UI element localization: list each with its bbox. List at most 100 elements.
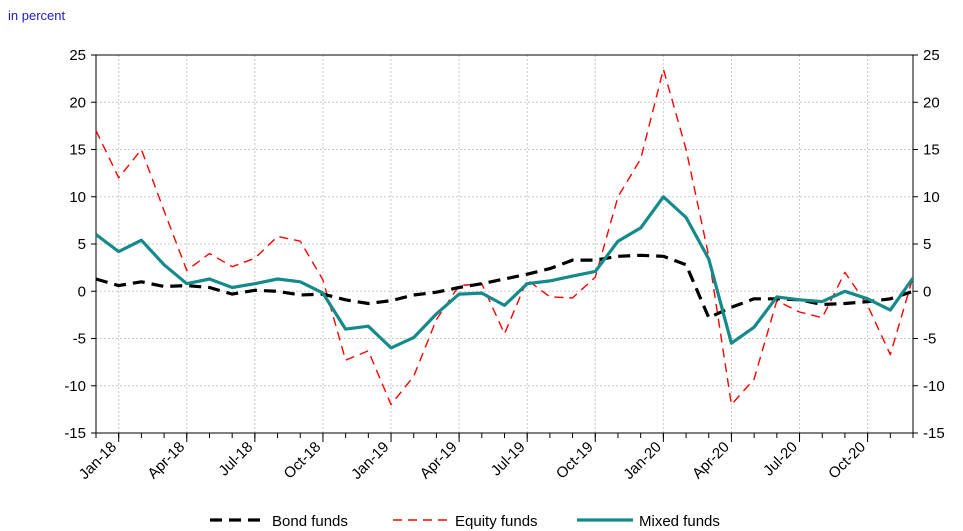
y-tick-label-left: 20 xyxy=(69,94,86,111)
data-point xyxy=(299,294,301,296)
data-point xyxy=(594,276,596,278)
legend-item: Bond funds xyxy=(210,513,348,530)
data-point xyxy=(345,299,347,301)
data-point xyxy=(209,278,211,280)
data-point xyxy=(413,337,415,339)
data-point xyxy=(776,296,778,298)
x-tick-label: Apr-19 xyxy=(417,439,461,483)
data-point xyxy=(685,264,687,266)
data-point xyxy=(299,240,301,242)
y-tick-label-left: -5 xyxy=(73,331,86,348)
data-point xyxy=(231,293,233,295)
data-point xyxy=(821,301,823,303)
data-point xyxy=(685,149,687,151)
data-point xyxy=(277,290,279,292)
data-point xyxy=(163,210,165,212)
data-point xyxy=(640,255,642,257)
data-point xyxy=(118,177,120,179)
data-point xyxy=(368,350,370,352)
data-point xyxy=(368,325,370,327)
data-point xyxy=(458,287,460,289)
data-point xyxy=(231,266,233,268)
data-point xyxy=(231,287,233,289)
data-point xyxy=(617,255,619,257)
legend-label: Equity funds xyxy=(455,513,538,530)
data-point xyxy=(572,259,574,261)
legend-label: Mixed funds xyxy=(639,513,720,530)
data-point xyxy=(254,290,256,292)
data-point xyxy=(141,281,143,283)
data-point xyxy=(821,304,823,306)
data-point xyxy=(322,279,324,281)
y-tick-label-left: 10 xyxy=(69,189,86,206)
data-point xyxy=(640,158,642,160)
data-point xyxy=(95,130,97,132)
data-point xyxy=(526,279,528,281)
data-point xyxy=(663,68,665,70)
x-tick-label: Jan-18 xyxy=(76,439,120,483)
y-tick-label-left: 5 xyxy=(78,236,86,253)
data-point xyxy=(95,278,97,280)
data-point xyxy=(685,217,687,219)
y-tick-label-right: -10 xyxy=(923,378,945,395)
data-point xyxy=(890,298,892,300)
x-axis: Jan-18 Apr-18 Jul-18 Oct-18 Jan-19 Apr-19 Jul-… xyxy=(76,433,914,483)
data-point xyxy=(186,283,188,285)
data-point xyxy=(436,291,438,293)
data-point xyxy=(481,283,483,285)
data-point xyxy=(254,283,256,285)
data-point xyxy=(821,317,823,319)
data-point xyxy=(163,264,165,266)
data-point xyxy=(209,287,211,289)
x-tick-label: Jul-19 xyxy=(488,439,529,480)
data-point xyxy=(753,298,755,300)
data-point xyxy=(436,313,438,315)
x-tick-label: Jul-20 xyxy=(760,439,801,480)
x-tick-label: Jan-20 xyxy=(620,439,664,483)
data-point xyxy=(299,281,301,283)
data-point xyxy=(572,275,574,277)
data-point xyxy=(708,317,710,319)
data-point xyxy=(753,378,755,380)
data-point xyxy=(731,342,733,344)
legend-item: Mixed funds xyxy=(577,513,720,530)
y-tick-label-left: 25 xyxy=(69,47,86,64)
y-axis-left: -15 -10 -5 0 5 10 15 20 25 xyxy=(64,47,96,442)
y-tick-label-right: 0 xyxy=(923,283,931,300)
y-tick-label-left: -15 xyxy=(64,425,86,442)
y-tick-label-right: -5 xyxy=(923,331,936,348)
x-tick-label: Apr-20 xyxy=(689,439,733,483)
data-point xyxy=(504,305,506,307)
y-tick-label-right: 15 xyxy=(923,142,940,159)
unit-label: in percent xyxy=(8,8,66,23)
y-tick-label-right: 25 xyxy=(923,47,940,64)
data-point xyxy=(436,319,438,321)
y-tick-label-right: 10 xyxy=(923,189,940,206)
data-point xyxy=(413,376,415,378)
data-point xyxy=(458,293,460,295)
data-point xyxy=(504,278,506,280)
data-point xyxy=(844,303,846,305)
data-point xyxy=(254,257,256,259)
series-line xyxy=(95,68,914,406)
data-point xyxy=(912,277,914,279)
legend-item: Equity funds xyxy=(393,513,538,530)
data-point xyxy=(118,251,120,253)
data-point xyxy=(141,149,143,151)
legend: Bond funds Equity funds Mixed funds xyxy=(210,513,720,530)
data-point xyxy=(163,286,165,288)
data-point xyxy=(572,297,574,299)
data-point xyxy=(390,300,392,302)
y-tick-label-right: -15 xyxy=(923,425,945,442)
y-tick-label-right: 20 xyxy=(923,94,940,111)
data-point xyxy=(186,270,188,272)
data-point xyxy=(617,196,619,198)
y-tick-label-right: 5 xyxy=(923,236,931,253)
data-point xyxy=(753,326,755,328)
data-point xyxy=(209,253,211,255)
data-point xyxy=(549,280,551,282)
series-bond-funds xyxy=(95,253,914,320)
data-point xyxy=(844,272,846,274)
data-point xyxy=(799,311,801,313)
